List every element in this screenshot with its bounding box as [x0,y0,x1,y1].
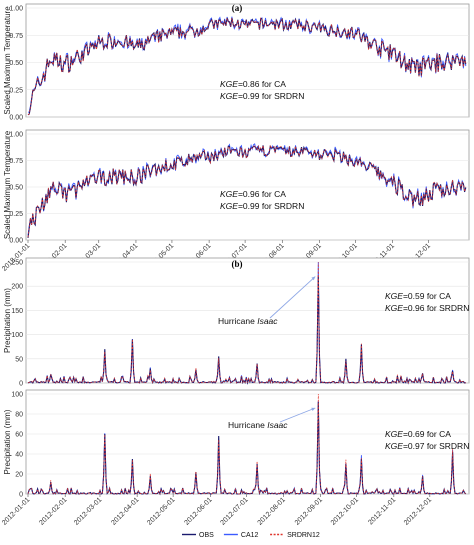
legend-label-srdrn12: SRDRN12 [287,532,320,539]
x-tick-label: 2012-06-01 [183,496,213,526]
legend-label-obs: OBS [199,532,214,539]
y-tick-label: 1.00 [9,6,23,13]
series-line-srdrn12 [27,393,467,495]
x-tick-label: 2012-04-01 [110,496,140,526]
y-tick-label: 0.00 [9,238,23,245]
y-tick-label: 0.50 [9,60,23,67]
panel-a-label: (a) [232,3,243,13]
hurricane-arrow [269,276,316,319]
panel-b-label: (b) [232,259,243,269]
y-tick-label: 0.00 [9,115,23,122]
y-tick-label: 1.00 [9,132,23,139]
plot-frame [25,3,470,118]
x-tick-label: 2012-09-01 [294,496,324,526]
chart-precip_top: 0 50 100 150 200 250 Precipitation (mm) KGE=0.5… [3,257,470,388]
x-tick-label: 2012-10-01 [330,496,360,526]
y-tick-label: 40 [15,452,23,459]
y-tick-label: 200 [11,284,23,291]
y-tick-label: 80 [15,412,23,419]
y-tick-label: 250 [11,260,23,267]
y-axis-label: Precipitation (mm) [3,288,12,353]
x-tick-label: 2012-12-01 [403,496,433,526]
x-tick-label: 2012-01-01 [1,496,31,526]
arrow-head [311,276,316,281]
kge-annotation: KGE=0.99 for SRDRN [220,91,304,101]
y-tick-label: 0.75 [9,158,23,165]
series-line-srdrn12 [27,16,467,116]
x-tick-label: 2012-08-01 [257,496,287,526]
y-axis-label: Scaled Maximum Temperature [3,130,12,239]
y-axis-label: Scaled Maximum Temperature [3,6,12,115]
y-tick-label: 0 [19,381,23,388]
chart-precip_bottom: 0 20 40 60 80 100 Precipitation (mm) 2012-01-01… [1,389,470,527]
x-tick-label: 2012-11-01 [367,496,397,526]
series-line-srdrn12 [27,144,467,238]
kge-annotation: KGE=0.59 for CA [385,291,451,301]
series-line-srdrn12 [27,262,466,384]
y-axis-label: Precipitation (mm) [3,409,12,474]
y-tick-label: 0.50 [9,185,23,192]
kge-annotation: KGE=0.99 for SRDRN [220,201,304,211]
y-tick-label: 150 [11,308,23,315]
legend-label-ca12: CA12 [241,532,259,539]
hurricane-label: Hurricane Isaac [218,316,278,326]
x-tick-label: 2012-07-01 [219,496,249,526]
y-tick-label: 0.25 [9,211,23,218]
y-tick-label: 100 [11,392,23,399]
y-tick-label: 50 [15,356,23,363]
arrow-head [311,407,316,411]
hurricane-arrow [279,407,316,423]
kge-annotation: KGE=0.69 for CA [385,429,451,439]
kge-annotation: KGE=0.96 for SRDRN [385,303,469,313]
kge-annotation: KGE=0.86 for CA [220,79,286,89]
y-tick-label: 60 [15,432,23,439]
plot-frame [25,257,470,384]
hurricane-label: Hurricane Isaac [228,420,288,430]
x-tick-label: 2012-02-01 [38,496,68,526]
kge-annotation: KGE=0.96 for CA [220,189,286,199]
plot-frame [25,389,470,495]
y-tick-label: 0.25 [9,87,23,94]
y-tick-label: 100 [11,332,23,339]
y-tick-label: 0 [19,492,23,499]
x-tick-label: 2012-03-01 [73,496,103,526]
y-tick-label: 0.75 [9,33,23,40]
legend: OBS CA12 SRDRN12 [182,532,320,539]
kge-annotation: KGE=0.97 for SRDRN [385,441,469,451]
y-tick-label: 20 [15,472,23,479]
x-tick-label: 2012-05-01 [146,496,176,526]
